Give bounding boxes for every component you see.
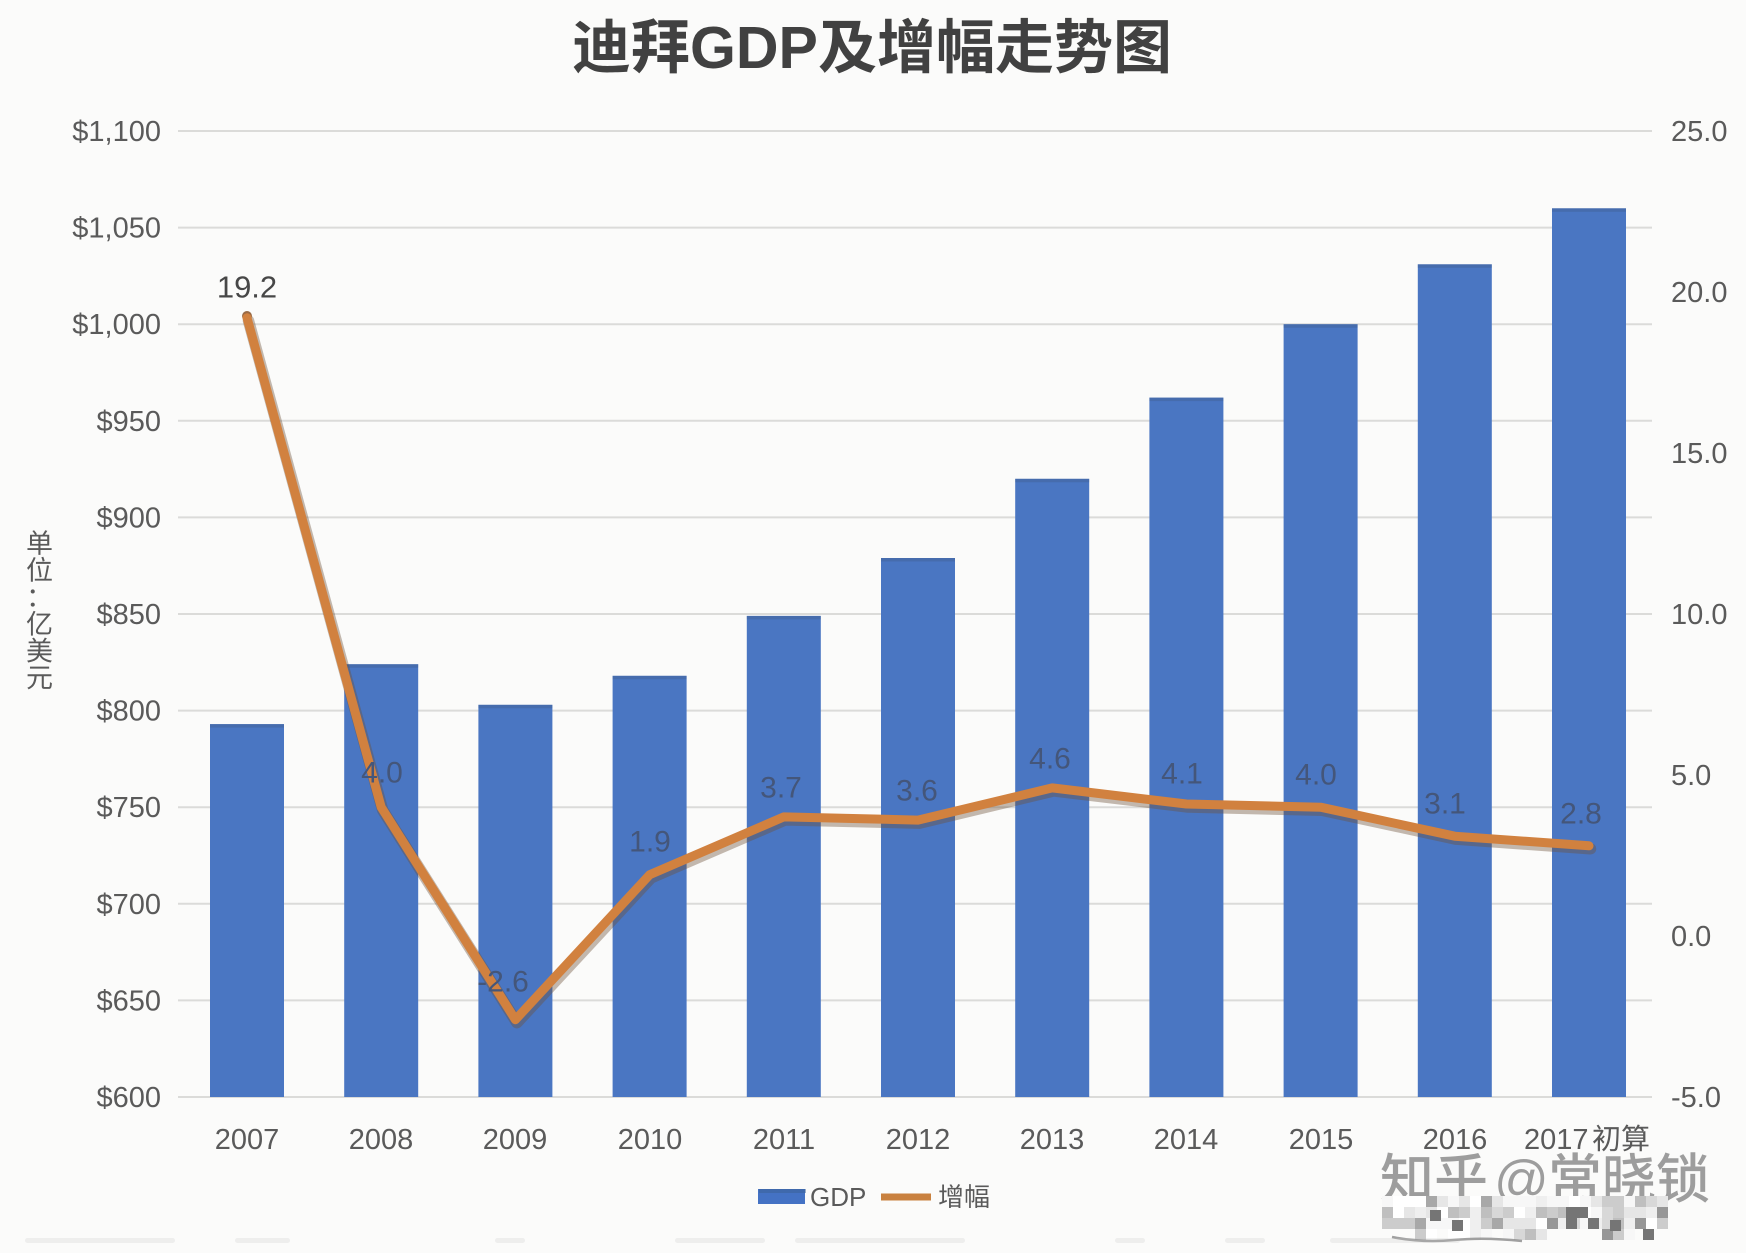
svg-text:4.1: 4.1	[1161, 758, 1203, 791]
svg-text:3.7: 3.7	[760, 772, 802, 805]
svg-text:2013: 2013	[1020, 1124, 1085, 1156]
svg-text:2014: 2014	[1154, 1124, 1219, 1156]
svg-text:2015: 2015	[1289, 1124, 1354, 1156]
svg-text:$750: $750	[96, 792, 161, 824]
svg-text:$1,100: $1,100	[72, 116, 161, 148]
svg-text:$700: $700	[96, 889, 161, 921]
svg-text:5.0: 5.0	[1671, 760, 1711, 792]
svg-text:$1,000: $1,000	[72, 309, 161, 341]
svg-text:19.2: 19.2	[217, 270, 277, 305]
svg-text:2.8: 2.8	[1560, 798, 1602, 831]
svg-text:2010: 2010	[618, 1124, 683, 1156]
svg-text:10.0: 10.0	[1671, 599, 1727, 631]
svg-text:4.0: 4.0	[361, 757, 403, 790]
svg-text:2012: 2012	[886, 1124, 951, 1156]
svg-text:-5.0: -5.0	[1671, 1082, 1721, 1114]
svg-text:2007: 2007	[215, 1124, 280, 1156]
svg-text:25.0: 25.0	[1671, 116, 1727, 148]
svg-text:0.0: 0.0	[1671, 921, 1711, 953]
svg-text:$650: $650	[96, 985, 161, 1017]
svg-text:$950: $950	[96, 406, 161, 438]
svg-text:GDP: GDP	[690, 15, 818, 81]
svg-text:4.6: 4.6	[1029, 743, 1071, 776]
svg-text:15.0: 15.0	[1671, 438, 1727, 470]
svg-text:3.1: 3.1	[1424, 788, 1466, 821]
svg-text:GDP: GDP	[810, 1182, 866, 1212]
svg-text:2011: 2011	[753, 1124, 815, 1156]
svg-text:$800: $800	[96, 696, 161, 728]
svg-text:2016: 2016	[1423, 1124, 1488, 1156]
svg-text:2008: 2008	[349, 1124, 414, 1156]
svg-text:3.6: 3.6	[896, 775, 938, 808]
svg-text:$1,050: $1,050	[72, 213, 161, 245]
svg-text:$850: $850	[96, 599, 161, 631]
svg-text:4.0: 4.0	[1295, 759, 1337, 792]
svg-text:$600: $600	[96, 1082, 161, 1114]
svg-text:20.0: 20.0	[1671, 277, 1727, 309]
svg-text:2009: 2009	[483, 1124, 548, 1156]
svg-text:1.9: 1.9	[629, 826, 671, 859]
svg-text:$900: $900	[96, 502, 161, 534]
svg-text:2017: 2017	[1524, 1124, 1589, 1156]
svg-text:-2.6: -2.6	[477, 966, 529, 999]
